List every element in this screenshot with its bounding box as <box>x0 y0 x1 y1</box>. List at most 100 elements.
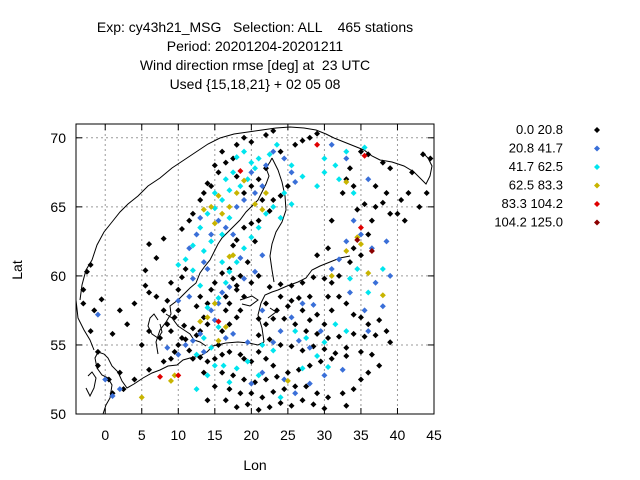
y-tick-label: 55 <box>50 337 66 353</box>
data-point <box>299 397 306 404</box>
data-point <box>197 214 204 221</box>
data-point <box>200 206 207 213</box>
data-point <box>233 141 240 148</box>
data-point <box>222 279 229 286</box>
data-point <box>215 169 222 176</box>
data-point <box>215 295 222 301</box>
data-point <box>175 307 182 314</box>
data-point <box>226 253 233 260</box>
data-point <box>361 152 368 159</box>
data-point <box>310 301 317 308</box>
legend-marker <box>594 201 600 207</box>
data-point <box>284 377 291 384</box>
data-point <box>321 405 328 412</box>
data-point <box>372 332 379 339</box>
data-point <box>142 282 149 289</box>
data-point <box>200 190 207 197</box>
data-point <box>288 314 295 321</box>
data-point <box>233 237 240 243</box>
data-point <box>325 293 332 300</box>
data-point <box>211 355 218 362</box>
data-point <box>299 279 306 286</box>
data-point <box>241 224 248 231</box>
data-point <box>171 314 178 321</box>
data-point <box>160 307 167 314</box>
data-point <box>87 261 94 268</box>
data-point <box>244 259 251 266</box>
data-point <box>365 270 372 277</box>
y-tick-label: 70 <box>50 130 66 146</box>
data-point <box>255 315 262 322</box>
data-point <box>325 364 332 371</box>
data-point <box>401 217 408 224</box>
data-point <box>361 201 368 208</box>
data-point <box>219 289 226 296</box>
data-point <box>252 238 258 245</box>
data-point <box>237 307 244 314</box>
data-point <box>204 372 211 379</box>
data-point <box>208 238 215 245</box>
legend-label: 20.8 41.7 <box>509 141 563 156</box>
title-line-used: Used {15,18,21} + 02 05 08 <box>169 76 341 92</box>
data-point <box>237 167 244 174</box>
data-point <box>314 311 321 318</box>
data-point <box>343 148 350 155</box>
data-point <box>343 155 350 162</box>
data-point <box>204 180 211 187</box>
data-point <box>230 372 237 379</box>
data-point <box>357 252 364 259</box>
data-point <box>259 183 266 190</box>
y-tick-labels: 50 55 60 65 70 <box>50 130 66 422</box>
y-axis-label: Lat <box>9 260 25 280</box>
data-point <box>427 155 434 162</box>
data-point <box>102 376 109 383</box>
data-point <box>208 307 215 314</box>
data-point <box>211 279 218 286</box>
data-point <box>211 362 218 369</box>
data-point <box>226 187 233 194</box>
data-point <box>189 355 196 362</box>
data-point <box>175 261 182 268</box>
data-point <box>368 351 375 358</box>
data-point <box>219 328 226 335</box>
legend-marker <box>594 127 600 133</box>
data-point <box>248 159 255 166</box>
data-point <box>376 317 383 324</box>
data-point <box>336 293 343 300</box>
data-point <box>372 279 379 286</box>
data-point <box>266 283 273 290</box>
data-point <box>197 330 204 337</box>
legend: 0.0 20.8 20.8 41.7 41.7 62.5 62.5 83.3 83.3 … <box>494 122 600 230</box>
data-point <box>241 355 248 362</box>
data-point <box>200 259 207 266</box>
data-point <box>109 393 116 400</box>
data-point <box>189 325 196 332</box>
data-point <box>164 297 171 304</box>
data-point <box>230 169 237 176</box>
data-point <box>306 344 313 351</box>
data-point <box>248 183 255 190</box>
data-point <box>189 210 196 217</box>
data-point <box>219 231 226 238</box>
data-point <box>233 286 240 293</box>
data-point <box>255 176 262 183</box>
data-point <box>182 336 189 343</box>
data-point <box>343 344 350 351</box>
data-point <box>226 321 233 328</box>
data-point <box>339 190 346 197</box>
data-point <box>215 192 222 199</box>
data-point <box>204 321 211 328</box>
x-tick-label: 35 <box>353 427 369 443</box>
data-point <box>277 281 284 288</box>
data-point <box>259 307 266 314</box>
data-point <box>197 196 204 203</box>
data-point <box>361 144 368 151</box>
data-point <box>252 190 258 197</box>
data-point <box>350 190 357 197</box>
data-point <box>281 315 288 322</box>
data-point <box>226 379 233 386</box>
data-point <box>365 328 372 335</box>
data-point <box>182 266 189 272</box>
data-point <box>182 341 189 348</box>
data-point <box>167 279 174 286</box>
